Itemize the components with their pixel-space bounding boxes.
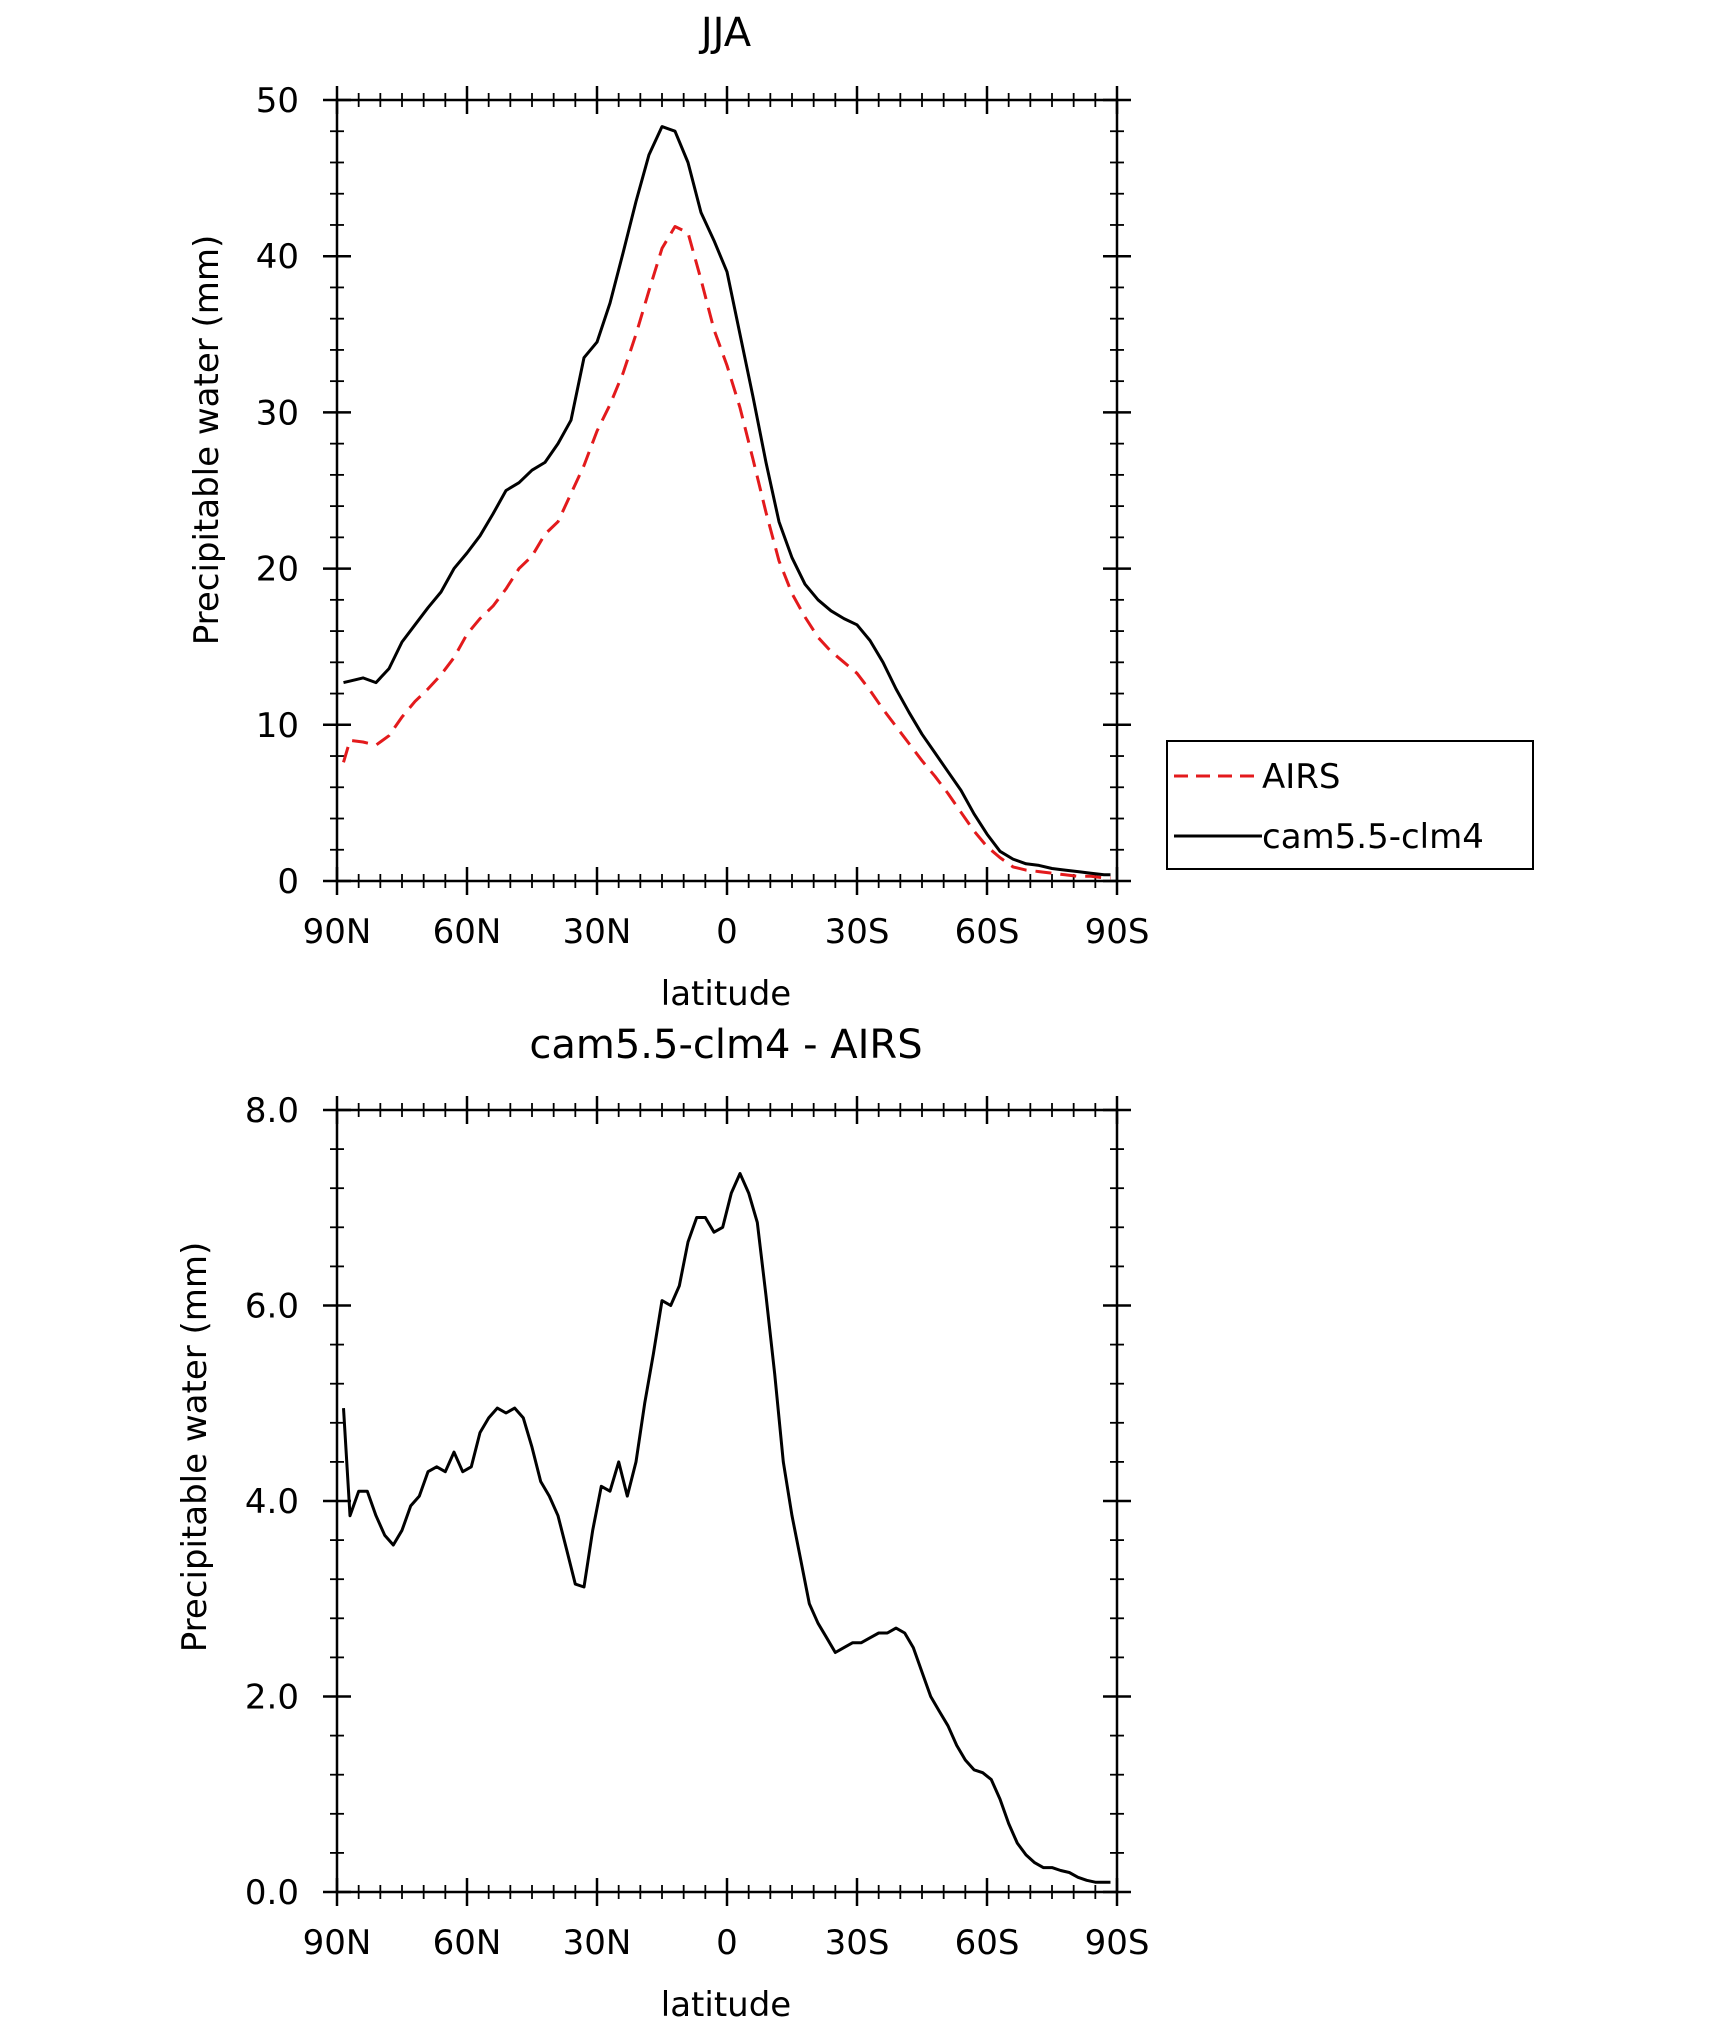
- y-tick-label: 2.0: [245, 1678, 299, 1718]
- chart-top-axes: 90N 60N 30N 0 30S 60S 90S 0 10 20 30 40 50: [256, 81, 1150, 952]
- chart-bottom-title: cam5.5-clm4 - AIRS: [529, 1022, 922, 1068]
- chart-bottom-series: [342, 1172, 1111, 1884]
- x-tick-label: 60N: [433, 1923, 502, 1963]
- y-tick-label: 50: [256, 81, 299, 121]
- chart-bottom-x-axis-label: latitude: [661, 1985, 791, 2021]
- legend-label-cam: cam5.5-clm4: [1262, 817, 1484, 857]
- chart-top-legend: AIRS cam5.5-clm4: [1166, 740, 1534, 870]
- y-tick-label: 20: [256, 550, 299, 590]
- y-tick-label: 40: [256, 237, 299, 277]
- legend-box: [1166, 740, 1534, 870]
- x-tick-label: 30N: [563, 912, 632, 952]
- chart-top-panel: JJA 90N 60N 30N 0 30S 60S 90S 0 10 20 30 40 50 latit…: [187, 10, 1534, 1014]
- x-tick-label: 60S: [955, 912, 1020, 952]
- chart-top-series: [342, 125, 1111, 880]
- series-line-cam5-5-clm4-airs: [342, 1172, 1111, 1884]
- x-tick-label: 0: [716, 912, 738, 952]
- chart-top-title: JJA: [698, 10, 752, 56]
- chart-top-x-axis-label: latitude: [661, 974, 791, 1014]
- x-tick-label: 30N: [563, 1923, 632, 1963]
- y-tick-label: 0: [277, 862, 299, 902]
- chart-bottom-panel: cam5.5-clm4 - AIRS 90N 60N 30N 0 30S 60S 90S 0.…: [175, 1022, 1149, 2021]
- chart-bottom-axes: 90N 60N 30N 0 30S 60S 90S 0.0 2.0 4.0 6.0 8.0: [245, 1091, 1150, 1963]
- chart-bottom-y-axis-label: Precipitable water (mm): [175, 1242, 215, 1653]
- chart-top-y-axis-label: Precipitable water (mm): [187, 235, 227, 646]
- x-tick-label: 90N: [303, 912, 372, 952]
- series-line-cam5-5-clm4: [343, 125, 1111, 877]
- x-tick-label: 90S: [1085, 912, 1150, 952]
- x-tick-label: 60N: [433, 912, 502, 952]
- x-tick-label: 60S: [955, 1923, 1020, 1963]
- y-tick-label: 0.0: [245, 1873, 299, 1913]
- series-line-airs: [342, 225, 1111, 880]
- x-tick-label: 90S: [1085, 1923, 1150, 1963]
- y-tick-label: 4.0: [245, 1482, 299, 1522]
- x-tick-label: 0: [716, 1923, 738, 1963]
- legend-label-airs: AIRS: [1262, 757, 1341, 797]
- y-tick-label: 30: [256, 393, 299, 433]
- y-tick-label: 8.0: [245, 1091, 299, 1131]
- x-tick-label: 90N: [303, 1923, 372, 1963]
- x-tick-label: 30S: [825, 912, 890, 952]
- y-tick-label: 10: [256, 706, 299, 746]
- x-tick-label: 30S: [825, 1923, 890, 1963]
- y-tick-label: 6.0: [245, 1287, 299, 1327]
